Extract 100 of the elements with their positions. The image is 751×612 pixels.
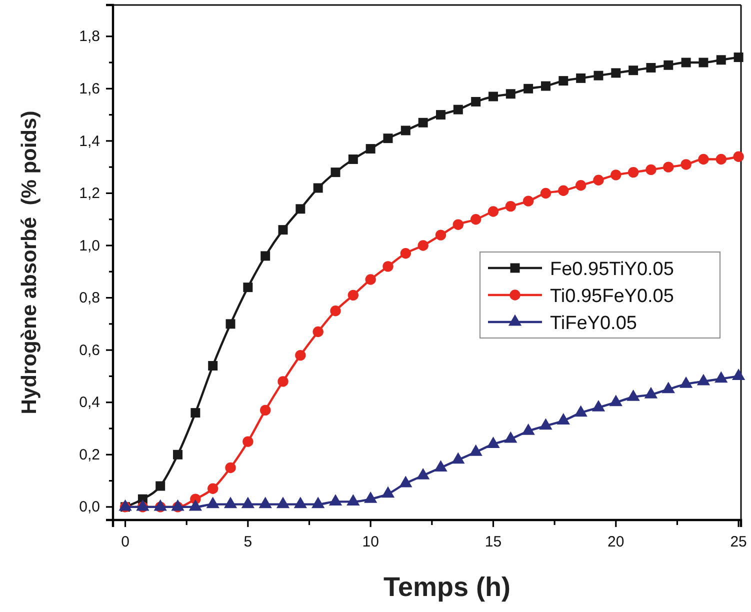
point (681, 58, 691, 68)
y-tick-label: 0,8 (79, 290, 100, 307)
point (278, 376, 288, 387)
y-axis-title: Hydrogène absorbé (% poids) (18, 110, 41, 414)
point (556, 413, 570, 424)
point (716, 55, 726, 65)
point (118, 499, 132, 511)
x-tick-label: 5 (244, 534, 252, 551)
point (260, 251, 270, 261)
point (313, 183, 323, 193)
point (714, 371, 728, 383)
y-tick-label: 1,6 (79, 80, 100, 98)
point (258, 496, 272, 508)
legend-label: TiFeY0.05 (550, 313, 637, 334)
y-tick-label: 0,2 (79, 446, 100, 464)
point (312, 496, 325, 508)
point (576, 73, 586, 83)
y-tick-label: 1,0 (79, 237, 100, 254)
point (190, 408, 200, 418)
point (486, 436, 500, 448)
point (469, 444, 482, 456)
point (452, 452, 465, 464)
point (506, 89, 516, 99)
point (592, 400, 606, 412)
point (381, 486, 395, 498)
point (626, 390, 640, 401)
y-tick-label: 0,0 (79, 498, 100, 516)
point (593, 174, 604, 186)
point (154, 499, 167, 511)
point (208, 361, 218, 371)
point (609, 394, 622, 406)
point (663, 162, 674, 172)
point (241, 496, 254, 508)
point (646, 164, 656, 176)
point (188, 499, 202, 511)
point (594, 70, 604, 80)
point (488, 206, 499, 217)
point (540, 188, 552, 199)
x-tick-label: 25 (730, 534, 747, 551)
point (276, 496, 290, 508)
point (436, 110, 446, 120)
point (574, 405, 588, 417)
point (434, 460, 448, 472)
legend-label: Fe0.95TiY0.05 (550, 259, 674, 280)
point (733, 151, 744, 162)
y-tick-label: 0,6 (79, 342, 100, 359)
point (382, 261, 394, 272)
point (575, 180, 586, 191)
point (399, 476, 412, 488)
point (488, 92, 498, 102)
y-tick-label: 1,2 (79, 185, 100, 202)
point (136, 499, 150, 511)
point (348, 290, 359, 301)
point (504, 431, 518, 443)
point (435, 230, 446, 240)
x-tick-label: 15 (484, 534, 502, 551)
point (260, 404, 271, 416)
point (453, 104, 463, 114)
point (646, 63, 656, 72)
point (679, 376, 693, 388)
point (452, 219, 464, 230)
x-tick-label: 20 (608, 534, 624, 551)
point (470, 214, 482, 225)
point (173, 450, 183, 460)
x-axis-title: Temps (h) (384, 572, 510, 602)
point (294, 496, 307, 508)
point (732, 368, 746, 380)
point (278, 225, 288, 235)
point (644, 386, 658, 398)
point (346, 494, 360, 506)
point (242, 436, 254, 447)
point (383, 134, 393, 144)
point (680, 159, 692, 170)
point (365, 274, 376, 285)
point (295, 350, 306, 361)
y-tick-label: 1,8 (79, 28, 100, 46)
point (611, 68, 621, 78)
point (628, 166, 639, 178)
point (243, 282, 253, 292)
point (330, 168, 340, 178)
legend-label: Ti0.95FeY0.05 (550, 286, 674, 307)
point (366, 144, 376, 154)
point (558, 76, 568, 86)
point (224, 496, 238, 508)
point (312, 326, 324, 338)
point (539, 418, 552, 430)
point (628, 66, 638, 76)
point (471, 96, 481, 106)
point (416, 468, 430, 480)
point (522, 424, 535, 435)
point (418, 118, 428, 128)
point (206, 496, 220, 508)
point (296, 204, 306, 214)
point (716, 154, 726, 165)
x-tick-label: 0 (121, 534, 130, 551)
point (698, 58, 708, 68)
point (328, 494, 342, 506)
point (698, 154, 709, 165)
x-tick-label: 10 (362, 534, 379, 551)
point (540, 81, 550, 91)
